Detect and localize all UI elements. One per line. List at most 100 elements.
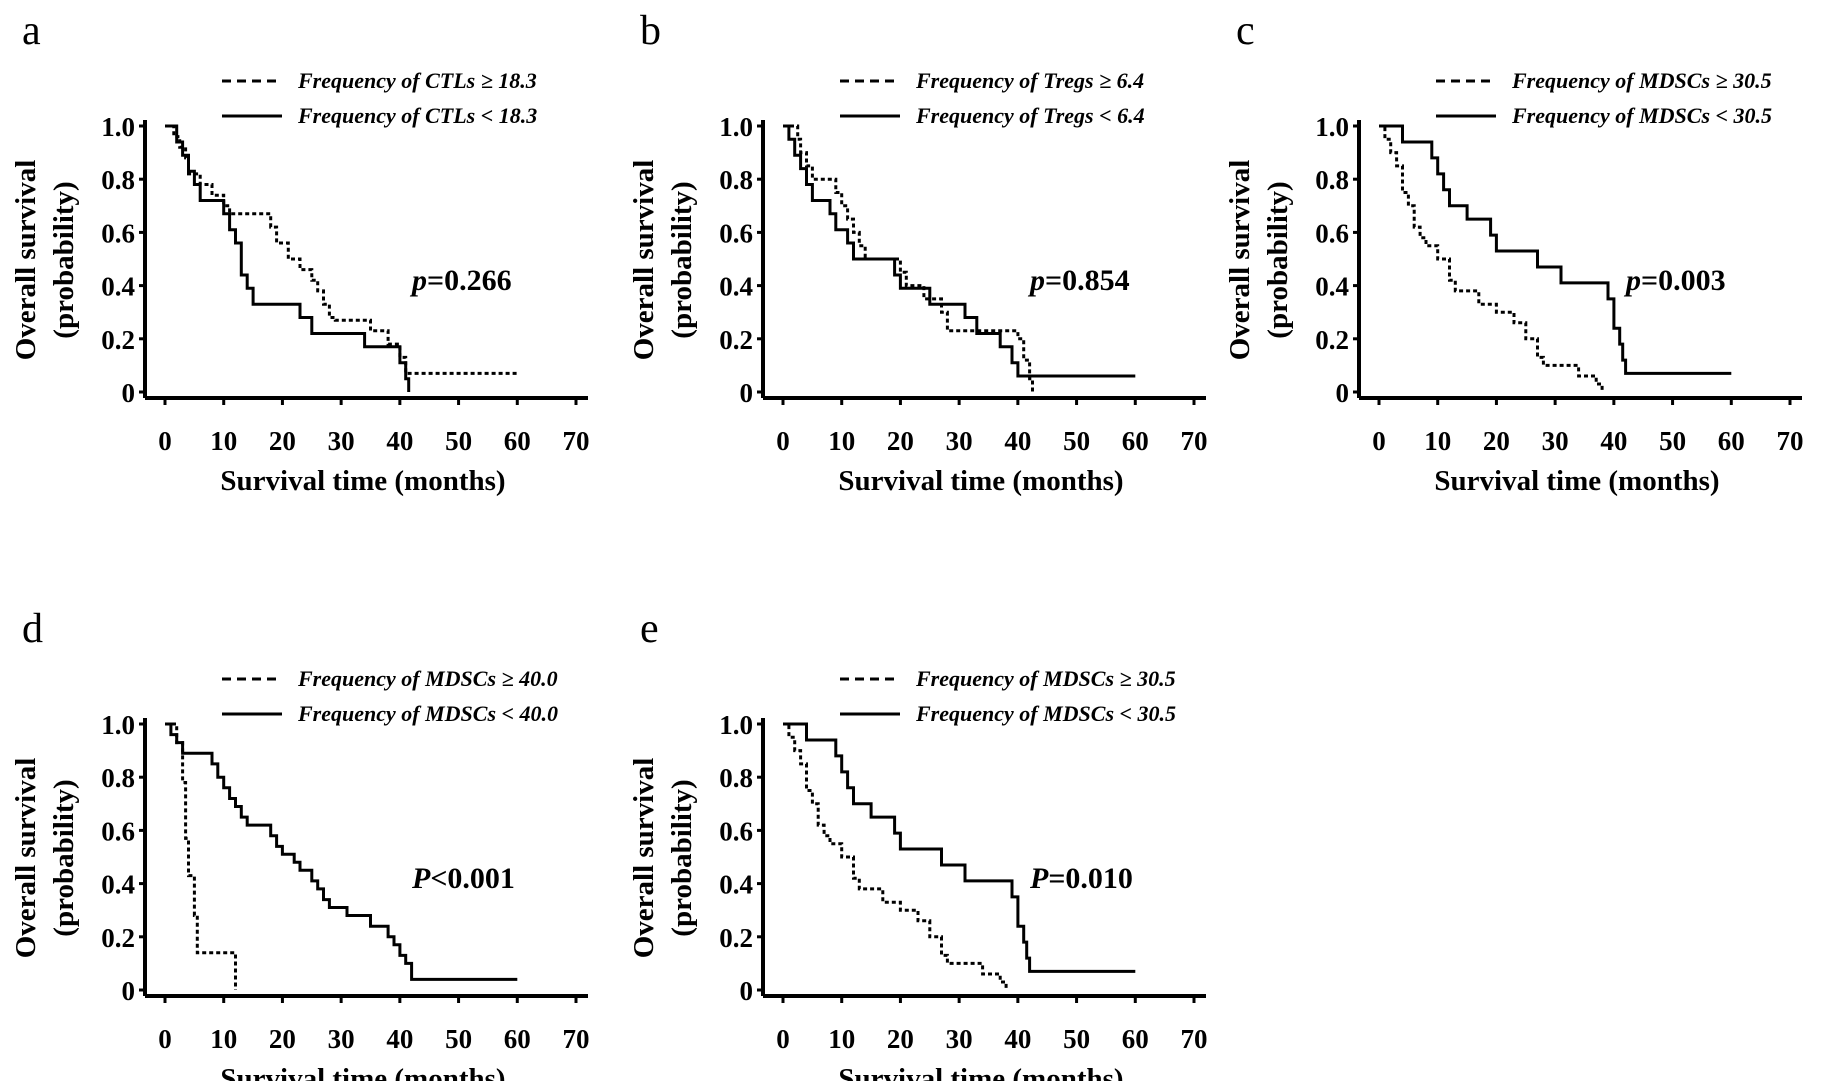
y-tick-label: 0.2: [1315, 325, 1349, 355]
p-value-symbol: p: [1027, 264, 1045, 297]
x-axis-title: Survival time (months): [838, 465, 1123, 497]
y-tick-label: 0.2: [719, 923, 753, 953]
legend-label: Frequency of Tregs ≥ 6.4: [915, 68, 1144, 93]
p-value-number: =0.854: [1045, 264, 1130, 297]
survival-curve-dashed: [1379, 124, 1604, 392]
survival-curve-dashed: [165, 124, 518, 375]
y-tick-label: 0.6: [1315, 218, 1349, 248]
x-tick-label: 70: [1181, 1024, 1208, 1054]
y-tick-label: 0.6: [719, 816, 753, 846]
km-chart-c: c 0 10 20 30 40 50 60 70 0 0.2 0.4 0.6 0.8 1.0 Survival…: [1224, 8, 1804, 497]
panel-label: a: [22, 8, 41, 54]
x-tick-label: 10: [1424, 426, 1451, 456]
y-tick-label: 0: [1336, 378, 1350, 408]
survival-curve-solid: [1379, 124, 1732, 375]
survival-curve-solid: [783, 722, 1136, 973]
y-axis-title-line1: Overall survival: [10, 160, 42, 361]
y-axis-title-line1: Overall survival: [628, 758, 660, 959]
y-tick-label: 1.0: [101, 112, 135, 142]
x-tick-label: 30: [328, 1024, 355, 1054]
y-tick-label: 0: [740, 378, 754, 408]
x-tick-label: 10: [828, 1024, 855, 1054]
x-tick-label: 30: [328, 426, 355, 456]
y-axis-title-line2: (probability): [48, 779, 80, 936]
p-value: P<0.001: [411, 862, 515, 895]
panel-label: e: [640, 606, 659, 652]
legend-label: Frequency of MDSCs ≥ 30.5: [915, 666, 1176, 691]
y-tick-label: 0: [122, 378, 136, 408]
panel-e: e 0 10 20 30 40 50 60 70 0 0.2 0.4 0.6 0.8 1.0 Survival…: [618, 598, 1218, 1081]
x-tick-label: 60: [1122, 1024, 1149, 1054]
x-tick-label: 30: [946, 1024, 973, 1054]
y-tick-label: 0: [122, 976, 136, 1006]
p-value-number: <0.001: [430, 862, 515, 895]
survival-curve-solid: [165, 124, 411, 392]
y-tick-label: 0.2: [101, 325, 135, 355]
p-value-symbol: p: [409, 264, 427, 297]
panel-b: b 0 10 20 30 40 50 60 70 0 0.2 0.4 0.6 0.8 1.0 Survival…: [618, 0, 1218, 497]
p-value: P=0.010: [1029, 862, 1133, 895]
x-tick-label: 40: [1004, 426, 1031, 456]
y-axis-title-line2: (probability): [666, 181, 698, 338]
x-tick-label: 20: [269, 1024, 296, 1054]
x-tick-label: 50: [445, 426, 472, 456]
x-tick-label: 60: [504, 1024, 531, 1054]
legend-label: Frequency of MDSCs < 30.5: [915, 701, 1176, 726]
x-tick-label: 60: [1122, 426, 1149, 456]
p-value-number: =0.266: [427, 264, 512, 297]
x-tick-label: 50: [1063, 426, 1090, 456]
x-axis-title: Survival time (months): [1434, 465, 1719, 497]
x-tick-label: 10: [210, 426, 237, 456]
x-tick-label: 60: [504, 426, 531, 456]
p-value: p=0.266: [409, 264, 512, 297]
survival-curve-dashed: [165, 722, 237, 990]
y-tick-label: 1.0: [719, 710, 753, 740]
y-tick-label: 1.0: [101, 710, 135, 740]
legend-label: Frequency of MDSCs ≥ 30.5: [1511, 68, 1772, 93]
x-tick-label: 70: [1777, 426, 1804, 456]
x-axis-title: Survival time (months): [838, 1063, 1123, 1081]
y-tick-label: 0.4: [101, 272, 135, 302]
y-tick-label: 0.2: [719, 325, 753, 355]
y-axis-title-line2: (probability): [48, 181, 80, 338]
x-tick-label: 40: [386, 1024, 413, 1054]
y-tick-label: 0.4: [101, 870, 135, 900]
survival-curve-dashed: [783, 722, 1008, 990]
y-tick-label: 0.2: [101, 923, 135, 953]
y-axis-title-line2: (probability): [1262, 181, 1294, 338]
x-tick-label: 10: [210, 1024, 237, 1054]
p-value-symbol: P: [1029, 862, 1049, 895]
y-tick-label: 1.0: [719, 112, 753, 142]
y-tick-label: 0.8: [1315, 165, 1349, 195]
x-tick-label: 0: [1372, 426, 1386, 456]
legend-label: Frequency of CTLs < 18.3: [297, 103, 537, 128]
x-tick-label: 60: [1718, 426, 1745, 456]
y-tick-label: 0.6: [101, 218, 135, 248]
survival-curve-dashed: [783, 124, 1034, 392]
x-axis-title: Survival time (months): [220, 1063, 505, 1081]
y-axis-title-line1: Overall survival: [1224, 160, 1256, 361]
panel-label: d: [22, 606, 43, 652]
y-tick-label: 0: [740, 976, 754, 1006]
p-value: p=0.854: [1027, 264, 1130, 297]
legend-label: Frequency of CTLs ≥ 18.3: [297, 68, 537, 93]
x-tick-label: 40: [1600, 426, 1627, 456]
y-tick-label: 0.8: [101, 165, 135, 195]
x-tick-label: 70: [563, 1024, 590, 1054]
km-chart-a: a 0 10 20 30 40 50 60 70 0 0.2 0.4 0.6 0.8 1.0 Survival…: [10, 8, 590, 497]
x-tick-label: 40: [1004, 1024, 1031, 1054]
x-axis-title: Survival time (months): [220, 465, 505, 497]
x-tick-label: 0: [776, 426, 790, 456]
x-tick-label: 50: [1659, 426, 1686, 456]
p-value-number: =0.010: [1048, 862, 1133, 895]
y-axis-title-line2: (probability): [666, 779, 698, 936]
x-tick-label: 30: [946, 426, 973, 456]
y-tick-label: 0.4: [719, 272, 753, 302]
panel-label: c: [1236, 8, 1255, 54]
x-tick-label: 0: [158, 1024, 172, 1054]
y-tick-label: 0.6: [719, 218, 753, 248]
x-tick-label: 40: [386, 426, 413, 456]
x-tick-label: 20: [887, 1024, 914, 1054]
panel-label: b: [640, 8, 661, 54]
legend-label: Frequency of Tregs < 6.4: [915, 103, 1145, 128]
